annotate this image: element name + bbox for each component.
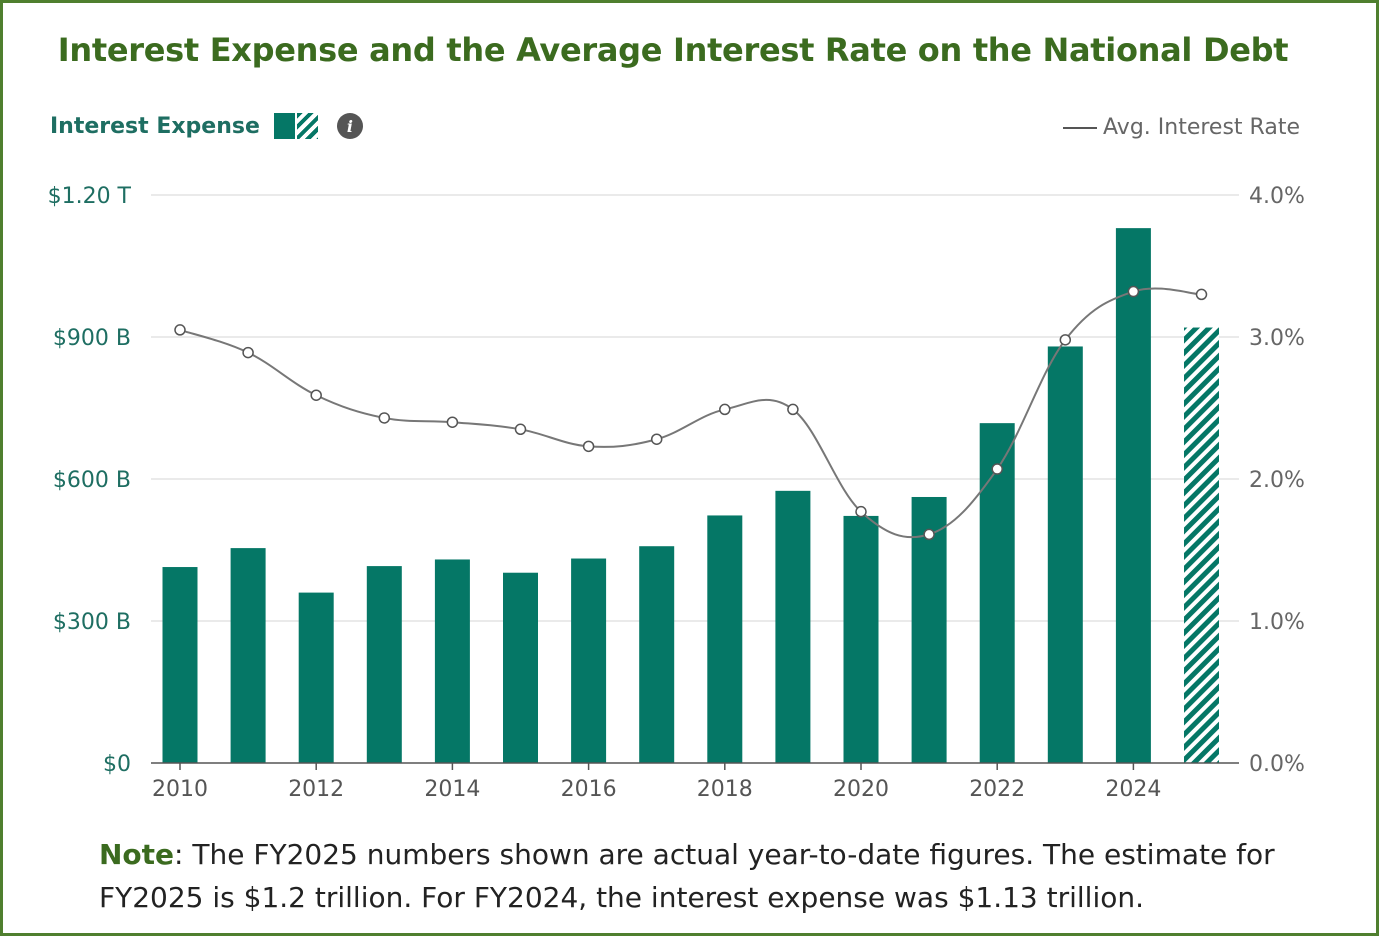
legend-line-swatch — [1063, 126, 1098, 129]
bar — [639, 546, 675, 763]
legend-swatch-hatched — [296, 113, 318, 139]
combo-chart: $0 $300 B $600 B $900 B $1.20 T 0.0% 1.0% 2.0% 3… — [48, 184, 1305, 802]
line-point — [719, 403, 731, 416]
line-point — [923, 528, 935, 541]
y-left-tick-label: $900 B — [53, 326, 131, 351]
legend-avg-interest-rate: Avg. Interest Rate — [1063, 115, 1300, 140]
bar — [230, 548, 266, 763]
legend-label-avg-interest-rate: Avg. Interest Rate — [1103, 115, 1300, 140]
legend-label-interest-expense: Interest Expense — [50, 113, 260, 139]
bar — [366, 566, 402, 763]
line-point — [582, 440, 595, 453]
line-point — [242, 346, 254, 359]
y-right-tick-label: 4.0% — [1249, 184, 1305, 209]
chart-title: Interest Expense and the Average Interes… — [57, 31, 1289, 69]
bar — [1115, 228, 1151, 764]
y-right-tick-label: 2.0% — [1249, 468, 1305, 493]
bar — [775, 490, 811, 763]
legend-interest-expense: Interest Expense i — [50, 113, 363, 139]
x-tick-label: 2020 — [833, 777, 889, 802]
bar-hatched — [1184, 327, 1219, 763]
line-point — [1127, 285, 1140, 298]
x-tick-label: 2016 — [561, 777, 617, 802]
line-point — [514, 423, 527, 436]
x-tick-label: 2014 — [424, 777, 480, 802]
line-point — [378, 412, 391, 424]
line-point — [446, 416, 459, 428]
bar — [434, 559, 470, 763]
bar — [911, 496, 947, 763]
bar — [1047, 346, 1083, 763]
line-point — [991, 463, 1003, 475]
x-tick-label: 2012 — [288, 777, 344, 802]
bar — [707, 515, 743, 763]
line-point — [1195, 288, 1208, 301]
y-right-tick-label: 1.0% — [1249, 610, 1305, 635]
note-text: : The FY2025 numbers shown are actual ye… — [99, 838, 1275, 914]
line-point — [174, 324, 186, 336]
line-point — [787, 403, 799, 416]
chart-note: Note: The FY2025 numbers shown are actua… — [99, 833, 1339, 919]
legend-swatch-solid — [273, 113, 295, 139]
line-point — [1059, 334, 1072, 346]
bar — [298, 592, 334, 763]
line-point — [855, 505, 867, 518]
line-point — [310, 389, 322, 401]
bar — [571, 558, 607, 763]
x-tick-label: 2010 — [152, 777, 208, 802]
y-left-tick-label: $1.20 T — [48, 184, 132, 209]
info-icon[interactable]: i — [336, 113, 363, 139]
bar — [979, 423, 1015, 763]
y-left-tick-label: $0 — [103, 752, 131, 777]
x-tick-label: 2018 — [697, 777, 753, 802]
x-tick-label: 2022 — [969, 777, 1025, 802]
bar — [843, 515, 879, 763]
line-point — [650, 433, 663, 445]
note-label: Note — [99, 838, 175, 871]
y-left-tick-label: $600 B — [53, 468, 131, 493]
y-right-tick-label: 0.0% — [1249, 752, 1305, 777]
x-tick-label: 2024 — [1105, 777, 1161, 802]
y-right-tick-label: 3.0% — [1249, 326, 1305, 351]
bar — [503, 572, 538, 763]
y-left-tick-label: $300 B — [53, 610, 131, 635]
bar — [162, 567, 198, 763]
